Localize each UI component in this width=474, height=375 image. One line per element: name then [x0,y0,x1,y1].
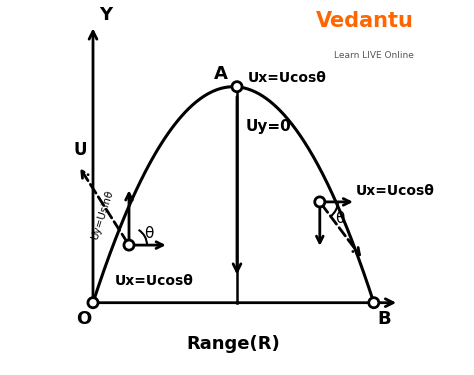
Text: Vedantu: Vedantu [316,11,413,31]
Text: Ux=Ucosθ: Ux=Ucosθ [248,71,327,85]
Text: Uy=0: Uy=0 [246,119,292,134]
Text: Range(R): Range(R) [187,335,280,353]
Text: Ux=Ucosθ: Ux=Ucosθ [356,184,435,198]
Text: Uy=Usinθ: Uy=Usinθ [89,189,115,240]
Text: O: O [76,310,91,328]
Text: Ux=Ucosθ: Ux=Ucosθ [115,274,194,288]
Text: B: B [377,310,391,328]
Circle shape [315,197,325,207]
Text: Y: Y [100,6,113,24]
Text: Learn LIVE Online: Learn LIVE Online [334,51,413,60]
Circle shape [124,240,134,250]
Text: θ: θ [335,211,344,226]
Circle shape [369,298,379,308]
Circle shape [232,82,242,92]
Circle shape [88,298,98,308]
Text: A: A [214,65,228,83]
Text: θ: θ [144,226,154,242]
Text: U: U [73,141,87,159]
